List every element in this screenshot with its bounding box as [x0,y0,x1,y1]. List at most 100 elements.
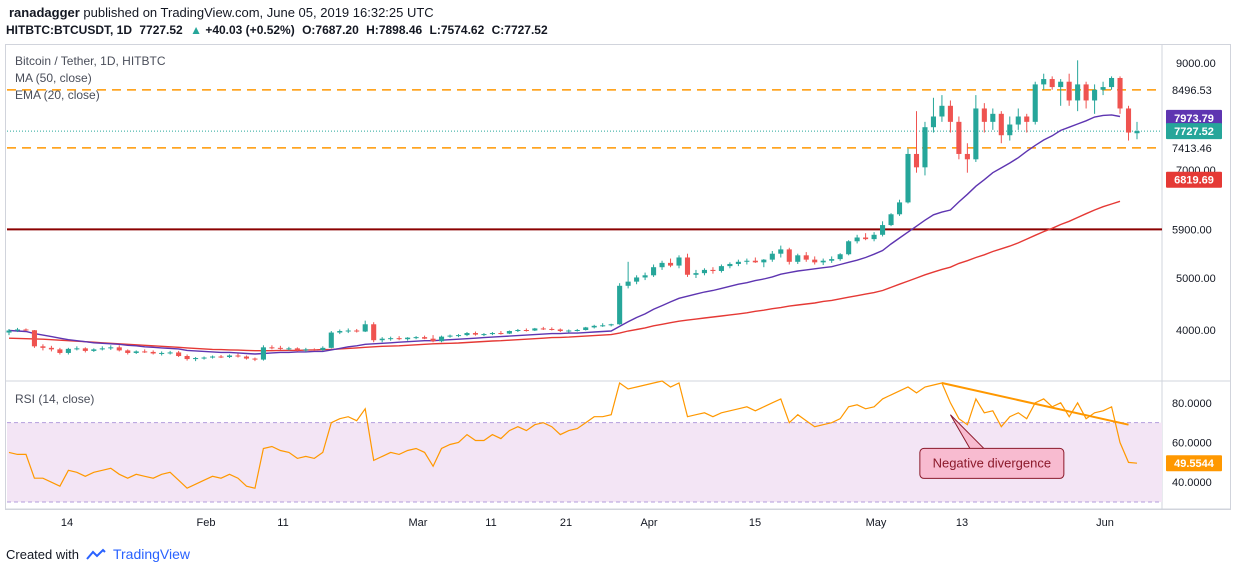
candle [260,345,266,361]
candle [167,350,173,355]
candle [320,346,326,351]
candle [634,275,640,285]
x-tick-label: 15 [749,517,761,529]
candle-body [91,349,97,351]
candle [905,148,911,204]
rsi-legend[interactable]: RSI (14, close) [15,392,95,406]
candle-body [947,105,953,122]
candle [574,328,580,332]
candle [371,322,377,343]
candle [345,328,351,334]
price-badge-1 [1166,123,1222,140]
candle-body [591,325,597,328]
candle-body [116,347,122,351]
candle-body [795,255,801,262]
candle [735,259,741,267]
candle-body [1117,77,1123,109]
candle-body [379,338,385,341]
candle-body [1083,84,1089,101]
candle-body [540,328,546,330]
candle-body [803,255,809,260]
candle-body [388,338,394,340]
price-tick-label: 4000.00 [1176,325,1216,337]
candle [752,257,758,263]
candle [99,346,105,351]
candle [651,264,657,277]
candle-body [354,330,360,332]
candle-body [498,333,504,335]
candle [718,264,724,273]
candle [947,100,953,133]
candle-body [1024,116,1030,122]
candle [871,232,877,242]
candle [311,348,317,351]
candle [591,324,597,329]
candle [201,356,207,360]
candle [820,258,826,266]
candle-body [1058,81,1064,88]
candle-body [1092,89,1098,101]
chart-title: Bitcoin / Tether, 1D, HITBTC [15,54,166,68]
candle [659,260,665,270]
candle-body [693,273,699,275]
candle [676,255,682,269]
candle [913,111,920,173]
candle-body [837,254,843,260]
candle-body [303,349,309,351]
candle-body [710,269,716,271]
candle-body [913,153,920,168]
candle [31,330,37,348]
x-tick-label: 21 [560,517,572,529]
candle-body [820,260,826,263]
ema-legend[interactable]: EMA (20, close) [15,88,100,102]
candle [252,357,258,362]
candle-body [973,108,979,160]
last-price: 7727.52 [139,23,183,37]
candle-body [684,257,691,275]
candle [846,240,852,256]
rsi-last-badge [1166,455,1222,472]
annotation-pointer [949,414,985,449]
candle [40,344,46,351]
candle-body [65,348,71,353]
candle-body [642,275,648,278]
candle [23,328,29,332]
candle-body [956,121,962,154]
candle [277,345,283,350]
candle-body [82,348,88,351]
candle-body [871,234,877,240]
ma-legend[interactable]: MA (50, close) [15,71,92,85]
author-name[interactable]: ranadagger [9,5,80,20]
candle-body [1075,84,1081,101]
x-tick-label: May [866,517,887,529]
candle-body [159,352,165,354]
price-badge-label-0: 7973.79 [1174,113,1214,125]
candle [557,328,563,333]
candle [464,332,470,337]
x-tick-label: 11 [277,517,288,529]
annotation-box [919,447,1065,479]
tradingview-brand[interactable]: TradingView [112,546,191,562]
candle-body [31,330,37,347]
price-tick-label: 5000.00 [1176,273,1216,285]
candle-body [896,202,903,215]
candle [294,347,300,352]
candle [888,213,894,227]
candle-body [557,329,563,332]
candle [1075,60,1081,112]
candle-body [447,335,453,337]
candle-body [40,346,46,348]
candle [1024,113,1030,133]
publish-line: ranadagger published on TradingView.com,… [9,5,434,20]
candle [1092,84,1098,114]
candle-body [294,348,300,351]
candle [430,335,436,343]
candle [1007,116,1013,141]
candle [1083,81,1089,109]
up-triangle-icon: ▲ [190,23,202,37]
candle [532,327,538,332]
price-badge-0 [1166,109,1222,126]
candle-body [142,351,148,353]
candle-body [405,337,411,340]
